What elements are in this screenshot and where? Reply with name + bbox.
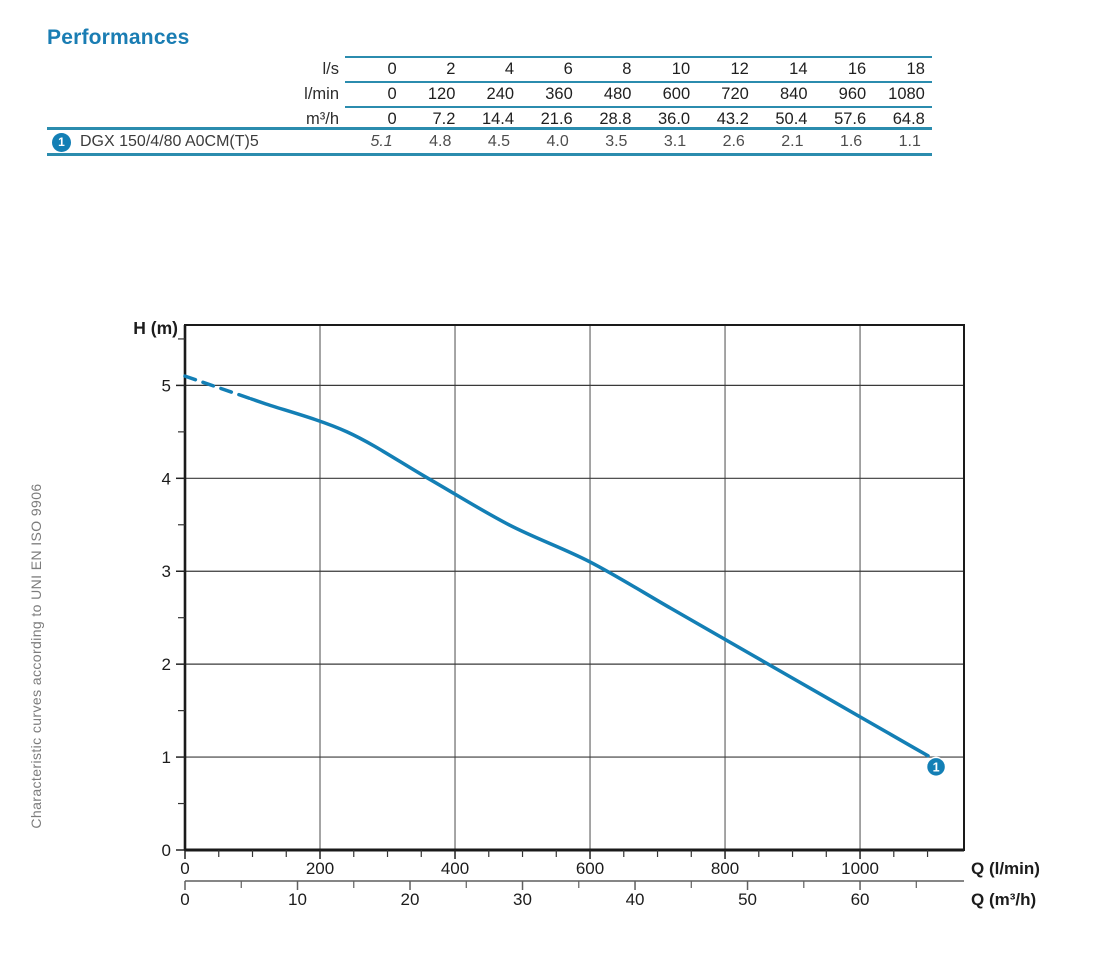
table-cell: 43.2 [716, 109, 749, 128]
x-tick-label-lmin: 0 [180, 859, 189, 878]
curve-solid [249, 397, 930, 758]
table-cell: 1080 [888, 84, 925, 103]
table-cell: 14 [789, 59, 808, 78]
unit-row-label: l/min [304, 84, 339, 103]
curve-dashed-segment [183, 374, 253, 401]
model-cell: 1 DGX 150/4/80 A0CM(T)5 [47, 132, 345, 152]
table-cell: 480 [603, 84, 632, 103]
series-row: 1 DGX 150/4/80 A0CM(T)5 5.1 4.8 4.5 4.0 3.5 3.1… [47, 132, 932, 152]
x-axis-title-m3h: Q (m³/h) [971, 890, 1036, 909]
table-cell: 0 [387, 59, 397, 78]
table-cell: 57.6 [834, 109, 867, 128]
page-title: Performances [47, 26, 190, 49]
unit-row-lmin: l/min 0 120 240 360 480 600 720 840 960 1080 [47, 83, 932, 105]
y-tick-label: 2 [162, 655, 171, 674]
series-value: 4.5 [487, 133, 511, 150]
y-tick-label: 0 [162, 841, 171, 860]
series-value: 4.0 [546, 133, 569, 150]
table-cell: 120 [427, 84, 456, 103]
series-value: 3.5 [605, 133, 628, 150]
table-cell: 840 [779, 84, 808, 103]
y-tick-label: 5 [162, 376, 171, 395]
x-tick-label-lmin: 200 [306, 859, 334, 878]
table-cell: 600 [662, 84, 691, 103]
table-cell: 36.0 [658, 109, 691, 128]
x-axis-title-lmin: Q (l/min) [971, 859, 1040, 878]
x-tick-label-m3h: 0 [180, 890, 189, 909]
series-value: 1.6 [839, 133, 863, 150]
model-name: DGX 150/4/80 A0CM(T)5 [80, 133, 259, 150]
table-rule [345, 56, 932, 58]
series-marker [925, 756, 947, 778]
table-cell: 240 [486, 84, 515, 103]
table-rule [345, 81, 932, 83]
unit-row-label: l/s [322, 59, 340, 78]
series-badge: 1 [52, 132, 71, 152]
table-cell: 14.4 [481, 109, 515, 128]
unit-row-ls: l/s 0 2 4 6 8 10 12 14 16 18 [47, 58, 932, 80]
y-tick-label: 1 [162, 748, 171, 767]
table-rule [47, 127, 932, 130]
x-tick-label-lmin: 1000 [841, 859, 879, 878]
table-cell: 4 [504, 59, 515, 78]
x-tick-label-lmin: 800 [711, 859, 739, 878]
performance-table: l/s 0 2 4 6 8 10 12 14 16 18 l/min 0 120 240 360 480 600 7… [47, 56, 932, 157]
table-cell: 360 [545, 84, 573, 103]
x-tick-label-m3h: 20 [401, 890, 420, 909]
table-cell: 960 [838, 84, 867, 103]
table-cell: 12 [730, 59, 749, 78]
unit-row-mh: m³/h 0 7.2 14.4 21.6 28.8 36.0 43.2 50.4 57.6 64.8 [47, 108, 932, 130]
y-tick-label: 4 [162, 469, 171, 488]
table-cell: 18 [906, 59, 925, 78]
unit-row-label: m³/h [306, 109, 339, 128]
x-tick-label-m3h: 30 [513, 890, 532, 909]
x-tick-label-m3h: 10 [288, 890, 307, 909]
x-tick-label-m3h: 50 [738, 890, 757, 909]
table-cell: 64.8 [892, 109, 925, 128]
series-value: 5.1 [370, 133, 393, 150]
table-rule [345, 106, 932, 108]
series-marker-label: 1 [933, 760, 940, 774]
table-cell: 0 [387, 84, 397, 103]
y-axis-title: H (m) [133, 318, 178, 338]
x-tick-label-m3h: 40 [626, 890, 645, 909]
series-value: 4.8 [429, 133, 452, 150]
table-cell: 7.2 [432, 109, 456, 128]
plot-border [184, 324, 965, 851]
table-cell: 16 [847, 59, 867, 78]
table-rule [47, 153, 932, 156]
table-cell: 0 [387, 109, 397, 128]
x-tick-label-m3h: 60 [851, 890, 870, 909]
series-value: 2.1 [781, 133, 804, 150]
series-value: 2.6 [722, 133, 745, 150]
table-cell: 720 [721, 84, 749, 103]
y-tick-label: 3 [162, 562, 171, 581]
x-tick-label-lmin: 600 [576, 859, 604, 878]
table-cell: 10 [671, 59, 691, 78]
table-cell: 50.4 [775, 109, 808, 128]
table-cell: 8 [622, 59, 632, 78]
table-cell: 28.8 [599, 109, 632, 128]
series-value: 1.1 [898, 133, 921, 150]
x-tick-label-lmin: 400 [441, 859, 469, 878]
table-cell: 2 [446, 59, 456, 78]
table-cell: 21.6 [540, 109, 573, 128]
series-value: 3.1 [663, 133, 687, 150]
table-cell: 6 [563, 59, 573, 78]
